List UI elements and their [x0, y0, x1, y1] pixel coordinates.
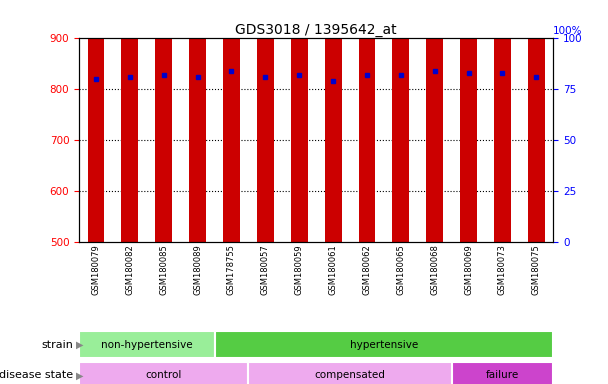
Bar — [189, 0, 206, 242]
Text: compensated: compensated — [314, 370, 385, 381]
Text: control: control — [145, 370, 182, 381]
Bar — [88, 0, 105, 242]
Bar — [291, 0, 308, 242]
Bar — [155, 0, 172, 242]
Text: GSM180057: GSM180057 — [261, 244, 270, 295]
Text: GSM180075: GSM180075 — [532, 244, 541, 295]
Bar — [494, 0, 511, 242]
Text: GSM178755: GSM178755 — [227, 244, 236, 295]
Bar — [122, 0, 138, 242]
Text: ▶: ▶ — [76, 370, 83, 381]
Title: GDS3018 / 1395642_at: GDS3018 / 1395642_at — [235, 23, 397, 37]
Text: GSM180073: GSM180073 — [498, 244, 507, 295]
Text: GSM180061: GSM180061 — [328, 244, 337, 295]
Text: GSM180079: GSM180079 — [91, 244, 100, 295]
Bar — [249, 362, 452, 384]
Text: strain: strain — [41, 339, 73, 350]
Text: GSM180082: GSM180082 — [125, 244, 134, 295]
Bar — [223, 0, 240, 242]
Text: 100%: 100% — [553, 26, 583, 36]
Text: non-hypertensive: non-hypertensive — [101, 339, 193, 350]
Text: GSM180062: GSM180062 — [362, 244, 371, 295]
Bar — [359, 0, 375, 242]
Text: failure: failure — [486, 370, 519, 381]
Text: GSM180069: GSM180069 — [464, 244, 473, 295]
Text: GSM180085: GSM180085 — [159, 244, 168, 295]
Text: GSM180065: GSM180065 — [396, 244, 406, 295]
Bar — [392, 0, 409, 242]
Bar — [426, 0, 443, 242]
Text: hypertensive: hypertensive — [350, 339, 418, 350]
Bar — [460, 0, 477, 242]
Text: GSM180089: GSM180089 — [193, 244, 202, 295]
Bar — [215, 331, 553, 359]
Text: disease state: disease state — [0, 370, 73, 381]
Bar — [528, 0, 545, 242]
Text: GSM180068: GSM180068 — [430, 244, 439, 295]
Bar — [79, 362, 249, 384]
Bar — [257, 0, 274, 242]
Text: ▶: ▶ — [76, 339, 83, 350]
Bar — [325, 0, 342, 242]
Bar — [79, 331, 215, 359]
Text: GSM180059: GSM180059 — [295, 244, 304, 295]
Bar — [452, 362, 553, 384]
